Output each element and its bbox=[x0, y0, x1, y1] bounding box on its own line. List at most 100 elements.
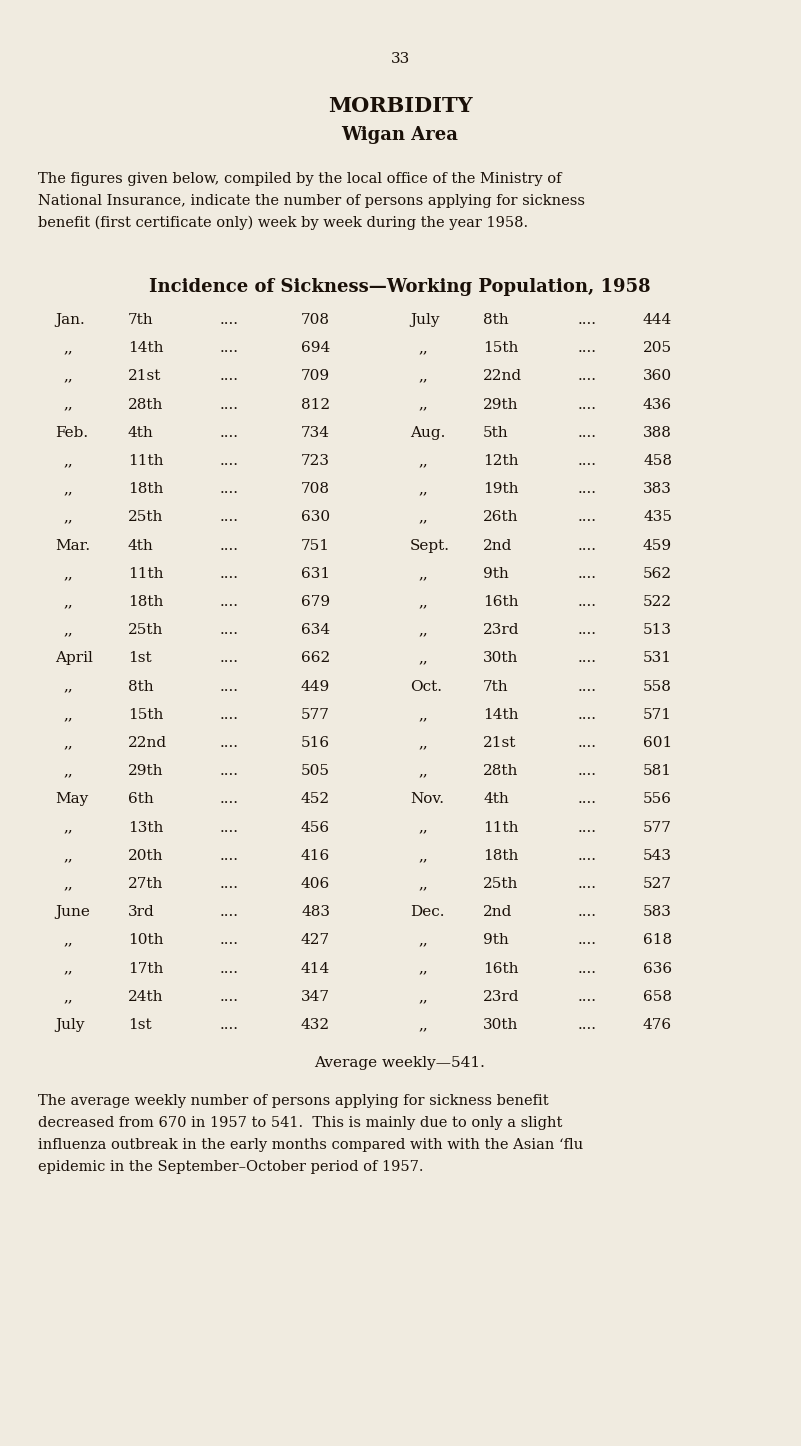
Text: 634: 634 bbox=[301, 623, 330, 638]
Text: 601: 601 bbox=[642, 736, 672, 750]
Text: ....: .... bbox=[220, 482, 239, 496]
Text: ,,: ,, bbox=[418, 482, 428, 496]
Text: ,,: ,, bbox=[63, 398, 73, 412]
Text: 388: 388 bbox=[643, 425, 672, 440]
Text: April: April bbox=[55, 651, 93, 665]
Text: 679: 679 bbox=[301, 594, 330, 609]
Text: 15th: 15th bbox=[128, 707, 163, 722]
Text: ,,: ,, bbox=[63, 878, 73, 891]
Text: 19th: 19th bbox=[483, 482, 518, 496]
Text: ,,: ,, bbox=[63, 510, 73, 525]
Text: ....: .... bbox=[220, 651, 239, 665]
Text: ....: .... bbox=[578, 651, 597, 665]
Text: 577: 577 bbox=[301, 707, 330, 722]
Text: 527: 527 bbox=[643, 878, 672, 891]
Text: 13th: 13th bbox=[128, 820, 163, 834]
Text: 516: 516 bbox=[301, 736, 330, 750]
Text: ....: .... bbox=[578, 991, 597, 1004]
Text: ,,: ,, bbox=[418, 1018, 428, 1032]
Text: ,,: ,, bbox=[418, 398, 428, 412]
Text: ....: .... bbox=[578, 736, 597, 750]
Text: 9th: 9th bbox=[483, 934, 509, 947]
Text: 444: 444 bbox=[642, 312, 672, 327]
Text: 3rd: 3rd bbox=[128, 905, 155, 920]
Text: 4th: 4th bbox=[128, 538, 154, 552]
Text: 708: 708 bbox=[301, 312, 330, 327]
Text: 751: 751 bbox=[301, 538, 330, 552]
Text: ....: .... bbox=[578, 878, 597, 891]
Text: ....: .... bbox=[578, 369, 597, 383]
Text: ....: .... bbox=[578, 707, 597, 722]
Text: 23rd: 23rd bbox=[483, 623, 520, 638]
Text: ....: .... bbox=[578, 482, 597, 496]
Text: ....: .... bbox=[220, 312, 239, 327]
Text: ....: .... bbox=[578, 510, 597, 525]
Text: ....: .... bbox=[578, 398, 597, 412]
Text: 531: 531 bbox=[643, 651, 672, 665]
Text: 26th: 26th bbox=[483, 510, 518, 525]
Text: 449: 449 bbox=[300, 680, 330, 694]
Text: 14th: 14th bbox=[483, 707, 518, 722]
Text: 30th: 30th bbox=[483, 1018, 518, 1032]
Text: 7th: 7th bbox=[128, 312, 154, 327]
Text: ....: .... bbox=[578, 567, 597, 581]
Text: ,,: ,, bbox=[418, 849, 428, 863]
Text: 18th: 18th bbox=[128, 594, 163, 609]
Text: ....: .... bbox=[220, 962, 239, 976]
Text: ....: .... bbox=[220, 792, 239, 807]
Text: ....: .... bbox=[578, 792, 597, 807]
Text: ,,: ,, bbox=[418, 962, 428, 976]
Text: 383: 383 bbox=[643, 482, 672, 496]
Text: ,,: ,, bbox=[418, 934, 428, 947]
Text: 435: 435 bbox=[643, 510, 672, 525]
Text: 636: 636 bbox=[643, 962, 672, 976]
Text: 708: 708 bbox=[301, 482, 330, 496]
Text: 583: 583 bbox=[643, 905, 672, 920]
Text: ....: .... bbox=[220, 680, 239, 694]
Text: 456: 456 bbox=[301, 820, 330, 834]
Text: 28th: 28th bbox=[128, 398, 163, 412]
Text: ....: .... bbox=[578, 312, 597, 327]
Text: 360: 360 bbox=[643, 369, 672, 383]
Text: 347: 347 bbox=[301, 991, 330, 1004]
Text: ....: .... bbox=[220, 849, 239, 863]
Text: June: June bbox=[55, 905, 90, 920]
Text: ....: .... bbox=[220, 398, 239, 412]
Text: 483: 483 bbox=[301, 905, 330, 920]
Text: National Insurance, indicate the number of persons applying for sickness: National Insurance, indicate the number … bbox=[38, 194, 585, 208]
Text: ....: .... bbox=[220, 736, 239, 750]
Text: ....: .... bbox=[220, 425, 239, 440]
Text: 11th: 11th bbox=[128, 567, 163, 581]
Text: 630: 630 bbox=[301, 510, 330, 525]
Text: 427: 427 bbox=[301, 934, 330, 947]
Text: 11th: 11th bbox=[128, 454, 163, 469]
Text: ,,: ,, bbox=[418, 707, 428, 722]
Text: ....: .... bbox=[578, 594, 597, 609]
Text: 6th: 6th bbox=[128, 792, 154, 807]
Text: ,,: ,, bbox=[63, 763, 73, 778]
Text: ....: .... bbox=[578, 425, 597, 440]
Text: 416: 416 bbox=[300, 849, 330, 863]
Text: Mar.: Mar. bbox=[55, 538, 91, 552]
Text: 723: 723 bbox=[301, 454, 330, 469]
Text: Sept.: Sept. bbox=[410, 538, 450, 552]
Text: 571: 571 bbox=[643, 707, 672, 722]
Text: 662: 662 bbox=[300, 651, 330, 665]
Text: 513: 513 bbox=[643, 623, 672, 638]
Text: ,,: ,, bbox=[418, 454, 428, 469]
Text: ....: .... bbox=[220, 538, 239, 552]
Text: ,,: ,, bbox=[63, 991, 73, 1004]
Text: The average weekly number of persons applying for sickness benefit: The average weekly number of persons app… bbox=[38, 1095, 549, 1108]
Text: 543: 543 bbox=[643, 849, 672, 863]
Text: ....: .... bbox=[578, 538, 597, 552]
Text: 577: 577 bbox=[643, 820, 672, 834]
Text: 618: 618 bbox=[643, 934, 672, 947]
Text: 4th: 4th bbox=[128, 425, 154, 440]
Text: 452: 452 bbox=[301, 792, 330, 807]
Text: ....: .... bbox=[578, 849, 597, 863]
Text: 27th: 27th bbox=[128, 878, 163, 891]
Text: ,,: ,, bbox=[418, 623, 428, 638]
Text: 2nd: 2nd bbox=[483, 905, 513, 920]
Text: 406: 406 bbox=[300, 878, 330, 891]
Text: 658: 658 bbox=[643, 991, 672, 1004]
